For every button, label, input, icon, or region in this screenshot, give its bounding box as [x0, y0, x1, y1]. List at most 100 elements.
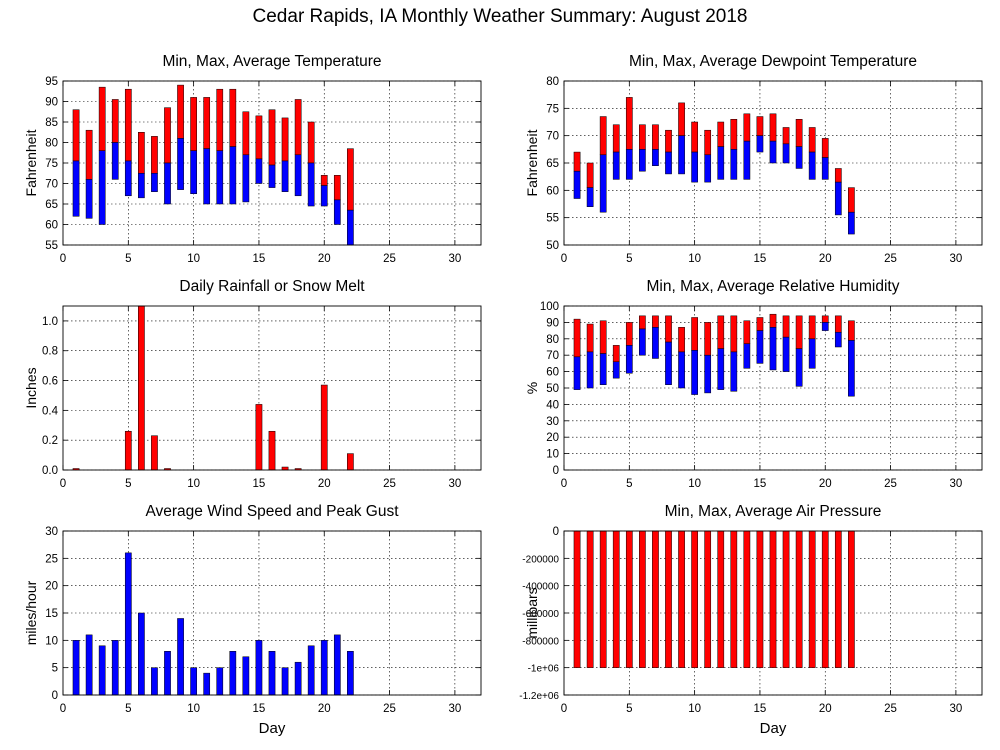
y-tick-label: -400000: [522, 582, 559, 593]
bar-max-segment: [612, 345, 620, 363]
x-tick-label: 0: [561, 703, 567, 715]
y-axis-label: millibars: [524, 587, 540, 638]
bar-min-segment: [111, 142, 119, 180]
bar-max-segment: [124, 88, 132, 162]
y-tick-label: 60: [45, 220, 58, 232]
x-tick-label: 30: [448, 253, 461, 265]
bar-max-segment: [639, 315, 646, 330]
y-axis-label: Inches: [23, 367, 39, 408]
bar-min-segment: [808, 338, 816, 369]
y-tick-label: 10: [546, 449, 559, 461]
x-tick-label: 20: [819, 703, 832, 715]
bar-max-segment: [203, 97, 211, 149]
bar: [691, 530, 698, 668]
pressure-chart: Min, Max, Average Air Pressure 0 -200000 -4…: [519, 503, 983, 737]
bar: [586, 530, 594, 668]
chart-title: Min, Max, Average Air Pressure: [665, 503, 882, 520]
figure-title: Cedar Rapids, IA Monthly Weather Summary…: [252, 6, 748, 27]
bar-max-segment: [743, 113, 751, 142]
plot-frame: [62, 305, 482, 471]
bar: [848, 530, 855, 668]
bar: [281, 667, 289, 696]
x-tick-label: 10: [187, 253, 200, 265]
bar-min-segment: [782, 143, 790, 164]
bar: [782, 530, 790, 668]
x-tick-label: 30: [448, 478, 461, 490]
y-tick-label: 5: [52, 663, 58, 675]
bar: [242, 656, 250, 696]
bar-min-segment: [756, 135, 764, 153]
bar-max-segment: [730, 315, 738, 353]
y-tick-label: 25: [45, 553, 58, 565]
x-tick-label: 10: [688, 703, 701, 715]
y-tick-label: 90: [546, 317, 559, 329]
bar-max-segment: [795, 315, 803, 349]
x-tick-label: 30: [949, 253, 962, 265]
bar-max-segment: [821, 315, 829, 323]
bar-min-segment: [333, 199, 341, 225]
bar-min-segment: [98, 150, 106, 225]
y-tick-label: 1.0: [42, 316, 58, 328]
bar: [821, 530, 829, 668]
bar-max-segment: [717, 315, 725, 349]
x-tick-label: 15: [253, 703, 266, 715]
bar-min-segment: [124, 160, 132, 197]
x-tick-label: 15: [754, 253, 767, 265]
bar-max-segment: [586, 323, 594, 353]
y-tick-label: 20: [546, 432, 559, 444]
x-tick-label: 0: [561, 478, 567, 490]
bar-min-segment: [586, 187, 594, 207]
bar: [730, 530, 738, 668]
bar-min-segment: [652, 149, 659, 166]
bar-min-segment: [848, 340, 855, 397]
bar: [307, 645, 315, 696]
bar: [795, 530, 803, 668]
y-tick-label: -1.2e+06: [519, 691, 559, 702]
bar-min-segment: [294, 154, 302, 197]
bar-min-segment: [848, 211, 855, 235]
bar-max-segment: [333, 175, 341, 201]
bar: [625, 530, 633, 668]
x-tick-label: 15: [754, 478, 767, 490]
bar-max-segment: [164, 107, 171, 164]
bar: [268, 430, 276, 471]
bar: [347, 651, 354, 696]
bar: [717, 530, 725, 668]
x-tick-label: 20: [819, 478, 832, 490]
bar: [756, 530, 764, 668]
y-axis-label: miles/hour: [23, 580, 39, 645]
chart-title: Daily Rainfall or Snow Melt: [179, 278, 365, 295]
bar-max-segment: [730, 119, 738, 150]
bar-max-segment: [834, 168, 842, 183]
x-tick-label: 5: [125, 703, 131, 715]
bar-min-segment: [834, 331, 842, 348]
y-tick-label: 50: [546, 240, 559, 252]
x-tick-label: 25: [884, 253, 897, 265]
bar-min-segment: [678, 135, 685, 175]
bar-max-segment: [652, 124, 659, 150]
bar-min-segment: [795, 146, 803, 169]
bar-min-segment: [691, 151, 698, 183]
bar-max-segment: [72, 109, 80, 162]
y-tick-label: 80: [45, 138, 58, 150]
x-tick-label: 5: [125, 253, 131, 265]
y-tick-label: 60: [546, 367, 559, 379]
bar-max-segment: [782, 315, 790, 338]
bar-max-segment: [743, 320, 751, 344]
bar-max-segment: [307, 121, 315, 164]
bar-min-segment: [320, 185, 328, 207]
chart-title: Min, Max, Average Dewpoint Temperature: [629, 53, 917, 70]
x-tick-label: 15: [754, 703, 767, 715]
x-tick-label: 10: [688, 253, 701, 265]
bar-max-segment: [85, 129, 93, 180]
y-tick-label: 0.0: [42, 465, 58, 477]
bar-max-segment: [190, 97, 197, 151]
bar-min-segment: [808, 151, 816, 180]
bar-max-segment: [294, 99, 302, 156]
y-tick-label: 20: [45, 581, 58, 593]
bar-min-segment: [151, 173, 158, 192]
bar-min-segment: [281, 160, 289, 192]
bar-min-segment: [665, 151, 672, 175]
bar-max-segment: [138, 132, 145, 174]
bar-max-segment: [242, 111, 250, 156]
